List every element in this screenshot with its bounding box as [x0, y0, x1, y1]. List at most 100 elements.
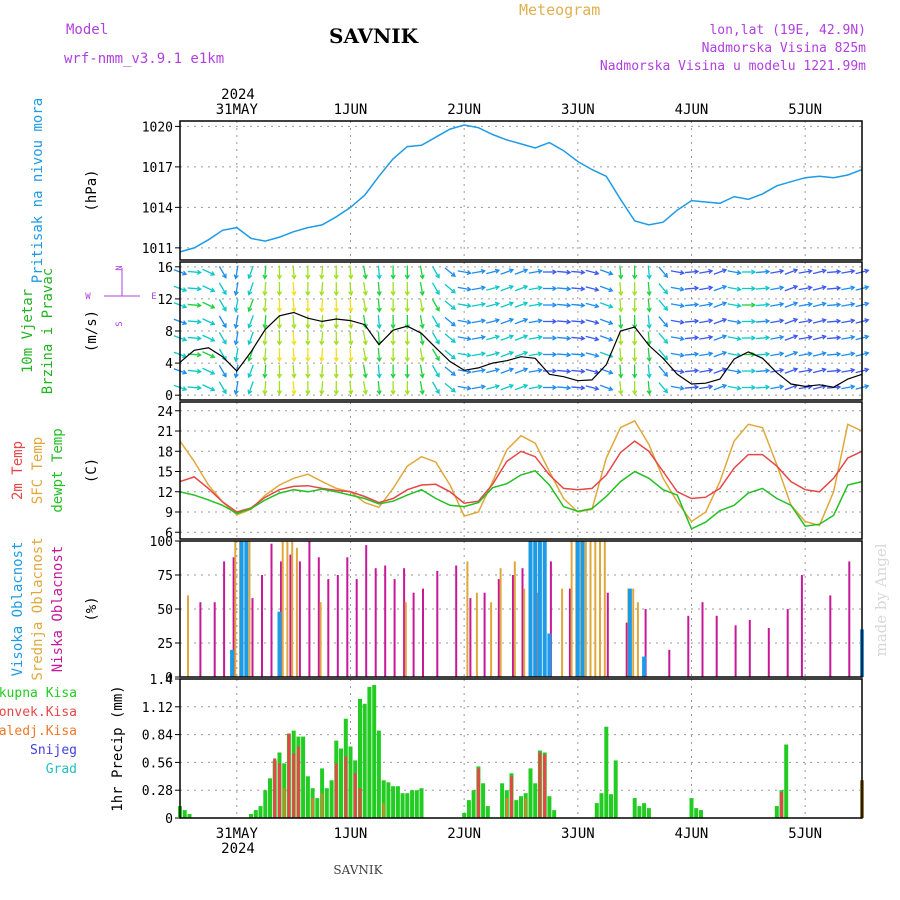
wind-arrow [444, 300, 456, 310]
wind-arrow [457, 385, 471, 390]
wind-arrow [670, 303, 684, 307]
wind-arrow [713, 285, 727, 292]
wind-arrow-head [450, 305, 456, 310]
wind-arrow [528, 319, 542, 324]
wind-arrow [431, 381, 440, 394]
wind-arrow-head [210, 370, 216, 375]
wind-arrow-head [694, 384, 700, 390]
wind-arrow-head [632, 324, 638, 330]
wind-arrow [419, 331, 424, 345]
precip_frozen-bar [283, 788, 286, 818]
wind-arrow-head [708, 384, 714, 390]
wind-arrow-head [646, 274, 652, 280]
chart-subtitle: Meteogram [519, 1, 600, 19]
wind-arrow-head [508, 268, 515, 274]
wind-arrow-head [480, 334, 487, 340]
dewpt-line [179, 469, 863, 530]
wind-arrow-head [632, 291, 638, 297]
precip_total-bar [637, 806, 642, 818]
wind-arrow [812, 286, 826, 291]
wind-arrow [444, 316, 456, 327]
wind-arrow-head [618, 291, 624, 297]
precip_frozen-bar [382, 803, 385, 818]
precip_total-bar [500, 783, 505, 819]
wind-arrow-head [404, 274, 410, 280]
wind-arrow [827, 303, 841, 307]
wind-arrow [684, 336, 699, 340]
wind-arrow-head [435, 323, 440, 329]
wind-arrow [431, 266, 440, 278]
wind-arrow [320, 364, 324, 378]
wind-arrow-head [821, 285, 827, 291]
wind-arrow-head [362, 389, 368, 396]
wind-arrow-head [694, 285, 700, 291]
wind-arrow [528, 303, 542, 307]
wind-arrow-head [736, 319, 742, 325]
wind-arrow [444, 349, 456, 360]
wind-arrow [500, 285, 514, 292]
precip_conv-bar [538, 752, 542, 818]
wind-arrow [235, 314, 239, 329]
precip_frozen-bar [505, 798, 508, 818]
wind-arrow-head [348, 357, 354, 363]
cloud_high-bar [533, 541, 538, 677]
precip_total-bar [514, 800, 519, 818]
wind-arrow-head [196, 352, 202, 358]
wind-arrow [349, 265, 352, 279]
precip_total-bar [187, 814, 192, 818]
cloud_low-bar [497, 579, 500, 677]
cloud_mid-bar [187, 595, 189, 677]
wind-arrow-head [632, 274, 638, 280]
wind-arrow [756, 353, 770, 356]
wind-arrow-head [362, 290, 368, 297]
cloud_low-bar [261, 575, 263, 677]
wind-arrow [431, 315, 440, 328]
wind-arrow [619, 380, 622, 395]
precip_total-bar [419, 788, 424, 818]
wind-arrow [770, 319, 784, 324]
wind-arrow [557, 386, 571, 389]
precip-legend-label: Zaledj.Kisa [0, 724, 77, 739]
wind-arrow-head [182, 320, 188, 326]
wind-arrow [292, 298, 295, 312]
wind-arrow-head [182, 369, 188, 375]
wind-arrow [362, 364, 367, 378]
wind-arrow [235, 265, 239, 279]
wind-arrow-head [319, 357, 325, 363]
cloud_low-bar [365, 545, 368, 677]
wind-arrow-head [708, 301, 714, 307]
wind-arrow-head [435, 290, 440, 296]
wind-arrow [585, 269, 599, 275]
wind-arrow-head [632, 373, 638, 379]
wind-arrow [770, 303, 784, 307]
wind-arrow [514, 335, 528, 341]
precip_total-bar [632, 798, 637, 818]
wind-arrow-head [319, 307, 325, 313]
wind-arrow-head [566, 335, 572, 341]
wind-arrow [471, 303, 485, 307]
wind-arrow [349, 314, 352, 329]
wind-arrow-head [523, 334, 529, 340]
wind-arrow-head [480, 268, 487, 274]
wind-arrow-head [508, 334, 515, 340]
precip_total-bar [315, 798, 320, 818]
precip_total-bar [699, 810, 703, 818]
cloud_low-bar [384, 565, 387, 677]
wind-arrow [812, 335, 826, 341]
precip_conv-bar [296, 746, 300, 818]
wind-arrow-head [276, 357, 283, 363]
wind-arrow [292, 364, 295, 378]
wind-arrow [670, 352, 684, 357]
cloud_high-bar [542, 541, 547, 677]
footer-station: SAVNIK [333, 863, 383, 877]
wind-arrow-head [494, 384, 501, 390]
cloud_mid-bar [599, 541, 601, 677]
wind-arrow [619, 364, 622, 378]
wind-arrow [571, 303, 585, 307]
wind-arrow [264, 265, 267, 279]
cloud_mid-bar [404, 602, 407, 677]
wind-arrow-head [821, 268, 827, 274]
wind-arrow-head [663, 371, 669, 377]
cloud_mid-bar [295, 547, 298, 677]
wind-arrow-head [247, 356, 253, 362]
